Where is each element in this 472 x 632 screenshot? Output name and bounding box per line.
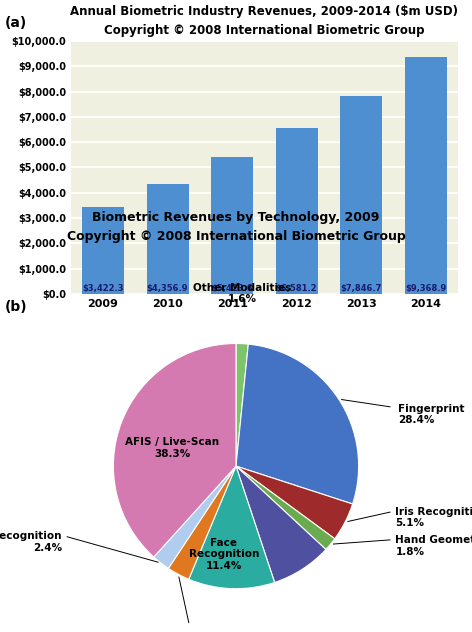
Text: Fingerprint
28.4%: Fingerprint 28.4%: [398, 404, 464, 425]
Bar: [340, 95, 382, 294]
Wedge shape: [236, 343, 248, 466]
Text: Iris Recognition
5.1%: Iris Recognition 5.1%: [396, 507, 472, 528]
Text: AFIS / Live-Scan
38.3%: AFIS / Live-Scan 38.3%: [125, 437, 219, 458]
Wedge shape: [236, 466, 335, 549]
Text: Vein Recognition
2.4%: Vein Recognition 2.4%: [0, 532, 62, 553]
Bar: [405, 57, 447, 294]
Text: (b): (b): [5, 300, 27, 314]
Title: Biometric Revenues by Technology, 2009
Copyright © 2008 International Biometric : Biometric Revenues by Technology, 2009 C…: [67, 212, 405, 243]
Wedge shape: [113, 343, 236, 557]
Wedge shape: [154, 466, 236, 568]
Wedge shape: [236, 466, 326, 583]
Text: Hand Geometry
1.8%: Hand Geometry 1.8%: [396, 535, 472, 557]
Wedge shape: [236, 344, 359, 504]
Bar: [276, 128, 318, 294]
Bar: [82, 207, 124, 294]
Text: $4,356.9: $4,356.9: [147, 284, 188, 293]
Bar: [147, 184, 188, 294]
Bar: [211, 157, 253, 294]
Wedge shape: [169, 466, 236, 579]
Text: $9,368.9: $9,368.9: [405, 284, 446, 293]
Text: Other Modalities
1.6%: Other Modalities 1.6%: [193, 283, 291, 304]
Text: (a): (a): [5, 16, 27, 30]
Text: $6,581.2: $6,581.2: [276, 284, 317, 293]
Wedge shape: [189, 466, 275, 588]
Text: Face
Recognition
11.4%: Face Recognition 11.4%: [188, 538, 259, 571]
Title: Annual Biometric Industry Revenues, 2009-2014 ($m USD)
Copyright © 2008 Internat: Annual Biometric Industry Revenues, 2009…: [70, 5, 458, 37]
Text: $7,846.7: $7,846.7: [340, 284, 382, 293]
Wedge shape: [236, 466, 353, 539]
Text: $3,422.3: $3,422.3: [82, 284, 124, 293]
Text: $5,423.6: $5,423.6: [211, 284, 253, 293]
